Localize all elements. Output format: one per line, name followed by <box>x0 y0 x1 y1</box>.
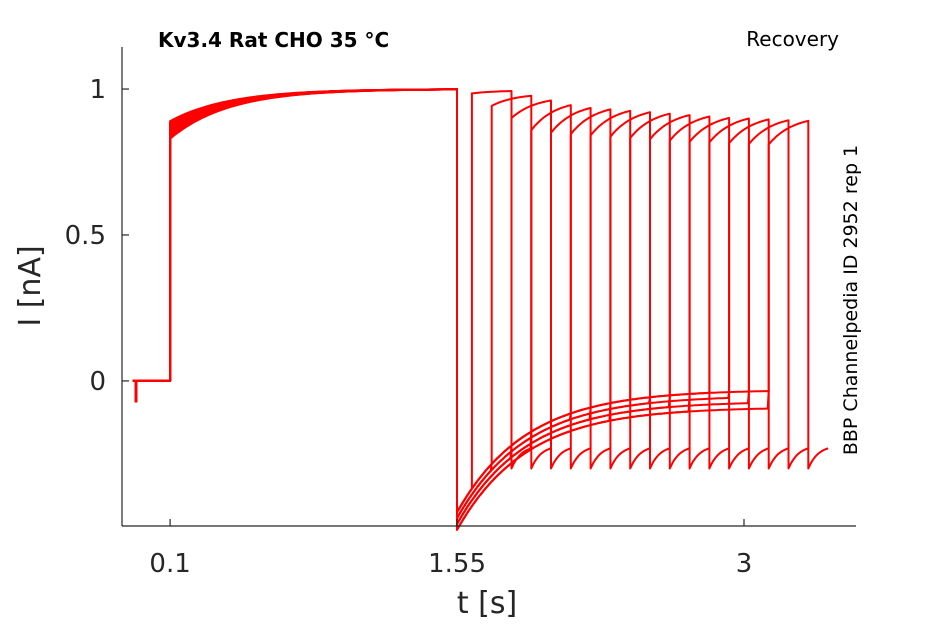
x-axis-label: t [s] <box>457 586 517 621</box>
side-label: BBP Channelpedia ID 2952 rep 1 <box>840 145 862 455</box>
traces <box>132 88 829 531</box>
chart-subtitle: Recovery <box>746 27 839 51</box>
current-trace <box>132 88 552 520</box>
current-trace <box>132 88 591 531</box>
y-tick-label: 0 <box>89 367 106 397</box>
current-trace <box>132 88 532 514</box>
current-trace <box>132 88 671 531</box>
current-trace <box>132 88 750 531</box>
current-trace <box>132 88 651 525</box>
current-trace <box>132 88 730 525</box>
ticks: 0.1 1.55 3 0 0.5 1 <box>65 75 753 579</box>
current-trace <box>132 88 770 514</box>
current-trace <box>132 88 809 525</box>
current-trace <box>132 88 829 531</box>
x-tick-label: 3 <box>736 549 753 579</box>
current-trace <box>132 88 611 514</box>
current-trace <box>132 88 631 520</box>
x-tick-label: 1.55 <box>428 549 486 579</box>
y-axis-label: I [nA] <box>13 245 48 326</box>
x-tick-label: 0.1 <box>149 549 190 579</box>
current-trace <box>132 88 572 525</box>
current-trace <box>132 88 770 514</box>
current-trace <box>132 88 690 514</box>
y-tick-label: 1 <box>89 75 106 105</box>
chart-title: Kv3.4 Rat CHO 35 °C <box>158 28 389 52</box>
current-trace <box>132 88 710 520</box>
y-tick-label: 0.5 <box>65 221 106 251</box>
